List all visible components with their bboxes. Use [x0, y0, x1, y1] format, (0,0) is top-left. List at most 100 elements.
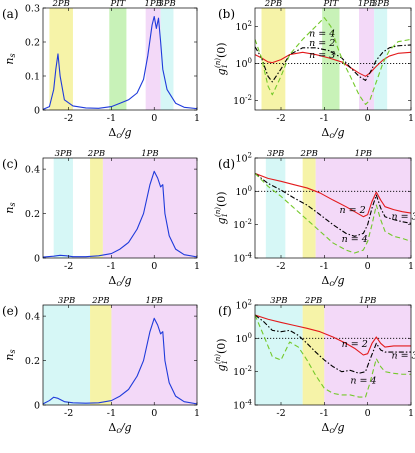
x-tick-label-a-2: 0 [151, 113, 157, 124]
axes-frame-b [254, 7, 412, 111]
y-tick-label-a-1: 0.1 [25, 72, 40, 83]
band-label-e-0: 3PB [58, 296, 75, 306]
y-axis-label-c: ns [3, 202, 17, 213]
y-tick-label-f-2: 100 [235, 332, 252, 345]
series-group-e [43, 317, 197, 405]
band-label-b-1: PIT [322, 0, 339, 9]
bands-a [49, 8, 174, 110]
band-f-1 [302, 305, 325, 405]
band-label-f-1: 2PB [304, 296, 322, 306]
band-label-d-1: 2PB [299, 149, 317, 159]
annotation-b-0: n = 4 [309, 29, 335, 40]
band-label-b-3: 3PB [372, 0, 389, 9]
x-axis-label-f: Δc/g [321, 421, 344, 435]
y-tick-label-b-1: 100 [235, 57, 252, 70]
annotation-b-2: n = 3 [309, 50, 335, 61]
y-tick-label-c-2: 0.4 [25, 165, 40, 176]
annotation-f-2: n = 4 [350, 375, 376, 386]
series-line-f-1 [255, 314, 411, 374]
series-group-a [43, 15, 197, 110]
x-tick-label-d-2: 0 [365, 261, 371, 272]
x-axis-label-b: Δc/g [321, 126, 344, 140]
annotation-d-1: n = 3 [392, 212, 415, 223]
y-tick-label-e-1: 0.2 [25, 356, 40, 367]
y-axis-label-d: g1(n)(0) [214, 191, 229, 224]
panel-c: 3PB 2PB 1PB -2 -1 0 1 0 0.2 0.4 (c) Δc/g ns [2, 149, 200, 288]
series-group-b [255, 17, 411, 105]
y-tick-label-f-0: 10-4 [233, 399, 252, 412]
band-e-0 [43, 305, 91, 405]
y-tick-label-d-0: 10-4 [233, 252, 252, 265]
x-tick-label-f-1: -1 [320, 408, 329, 419]
x-tick-label-c-0: -2 [64, 261, 73, 272]
x-tick-label-c-2: 0 [151, 261, 157, 272]
band-d-1 [302, 158, 316, 258]
band-f-0 [255, 305, 303, 405]
x-tick-label-d-3: 1 [408, 261, 414, 272]
y-tick-label-f-1: 10-2 [233, 365, 252, 378]
x-tick-label-e-1: -1 [107, 408, 116, 419]
annotation-d-2: n = 4 [342, 234, 368, 245]
series-line-d-2 [255, 172, 411, 254]
y-tick-label-f-3: 102 [235, 299, 252, 312]
band-label-f-2: 1PB [359, 296, 376, 306]
y-axis-label-e: ns [3, 349, 17, 360]
x-axis-label-e: Δc/g [108, 421, 131, 435]
series-line-f-0 [255, 314, 411, 356]
panel-label-c: (c) [2, 157, 18, 171]
band-d-2 [315, 158, 411, 258]
y-tick-label-c-1: 0.2 [25, 209, 40, 220]
x-axis-label-c: Δc/g [108, 274, 131, 288]
x-tick-label-f-2: 0 [365, 408, 371, 419]
bands-f [255, 305, 411, 405]
y-tick-label-d-2: 100 [235, 185, 252, 198]
band-a-0 [49, 8, 73, 110]
series-line-e-0 [43, 317, 197, 405]
y-tick-label-e-0: 0 [34, 401, 40, 412]
x-tick-label-b-1: -1 [320, 113, 329, 124]
x-tick-label-c-3: 1 [194, 261, 200, 272]
x-tick-label-f-0: -2 [276, 408, 285, 419]
series-line-b-0 [255, 51, 411, 77]
band-c-2 [102, 158, 197, 258]
x-tick-label-e-2: 0 [151, 408, 157, 419]
axes-frame-f [254, 304, 412, 406]
band-c-0 [53, 158, 73, 258]
y-tick-label-e-2: 0.4 [25, 312, 40, 323]
band-b-3 [374, 8, 388, 110]
series-group-c [43, 170, 197, 258]
x-axis-label-a: Δc/g [108, 126, 131, 140]
band-label-a-2: 1PB [144, 0, 161, 9]
band-b-2 [359, 8, 375, 110]
series-line-d-1 [255, 172, 411, 237]
annotation-f-0: n = 2 [342, 339, 368, 350]
band-label-a-1: PIT [109, 0, 126, 9]
bands-d [265, 158, 411, 258]
y-tick-label-d-3: 102 [235, 152, 252, 165]
band-label-f-0: 3PB [270, 296, 287, 306]
band-label-c-1: 2PB [87, 149, 105, 159]
y-axis-label-b: g1(n)(0) [214, 42, 229, 75]
annotation-b-1: n = 2 [309, 38, 335, 49]
panel-label-d: (d) [218, 157, 235, 171]
band-f-2 [324, 305, 411, 405]
y-tick-label-a-2: 0.2 [25, 38, 40, 49]
x-tick-label-d-0: -2 [276, 261, 285, 272]
y-axis-label-a: ns [3, 53, 17, 64]
y-axis-label-f: g1(n)(0) [214, 338, 229, 371]
series-line-d-0 [255, 172, 411, 218]
band-label-c-0: 3PB [55, 149, 72, 159]
band-a-2 [145, 8, 161, 110]
band-label-e-1: 2PB [91, 296, 109, 306]
series-line-b-2 [255, 17, 411, 105]
series-group-f [255, 314, 411, 398]
panel-label-a: (a) [2, 7, 19, 21]
band-label-d-2: 1PB [355, 149, 372, 159]
bands-c [53, 158, 197, 258]
x-tick-label-b-0: -2 [276, 113, 285, 124]
x-tick-label-d-1: -1 [320, 261, 329, 272]
panel-label-b: (b) [218, 7, 235, 21]
axes-frame-e [42, 304, 198, 406]
band-label-b-0: 2PB [264, 0, 282, 9]
